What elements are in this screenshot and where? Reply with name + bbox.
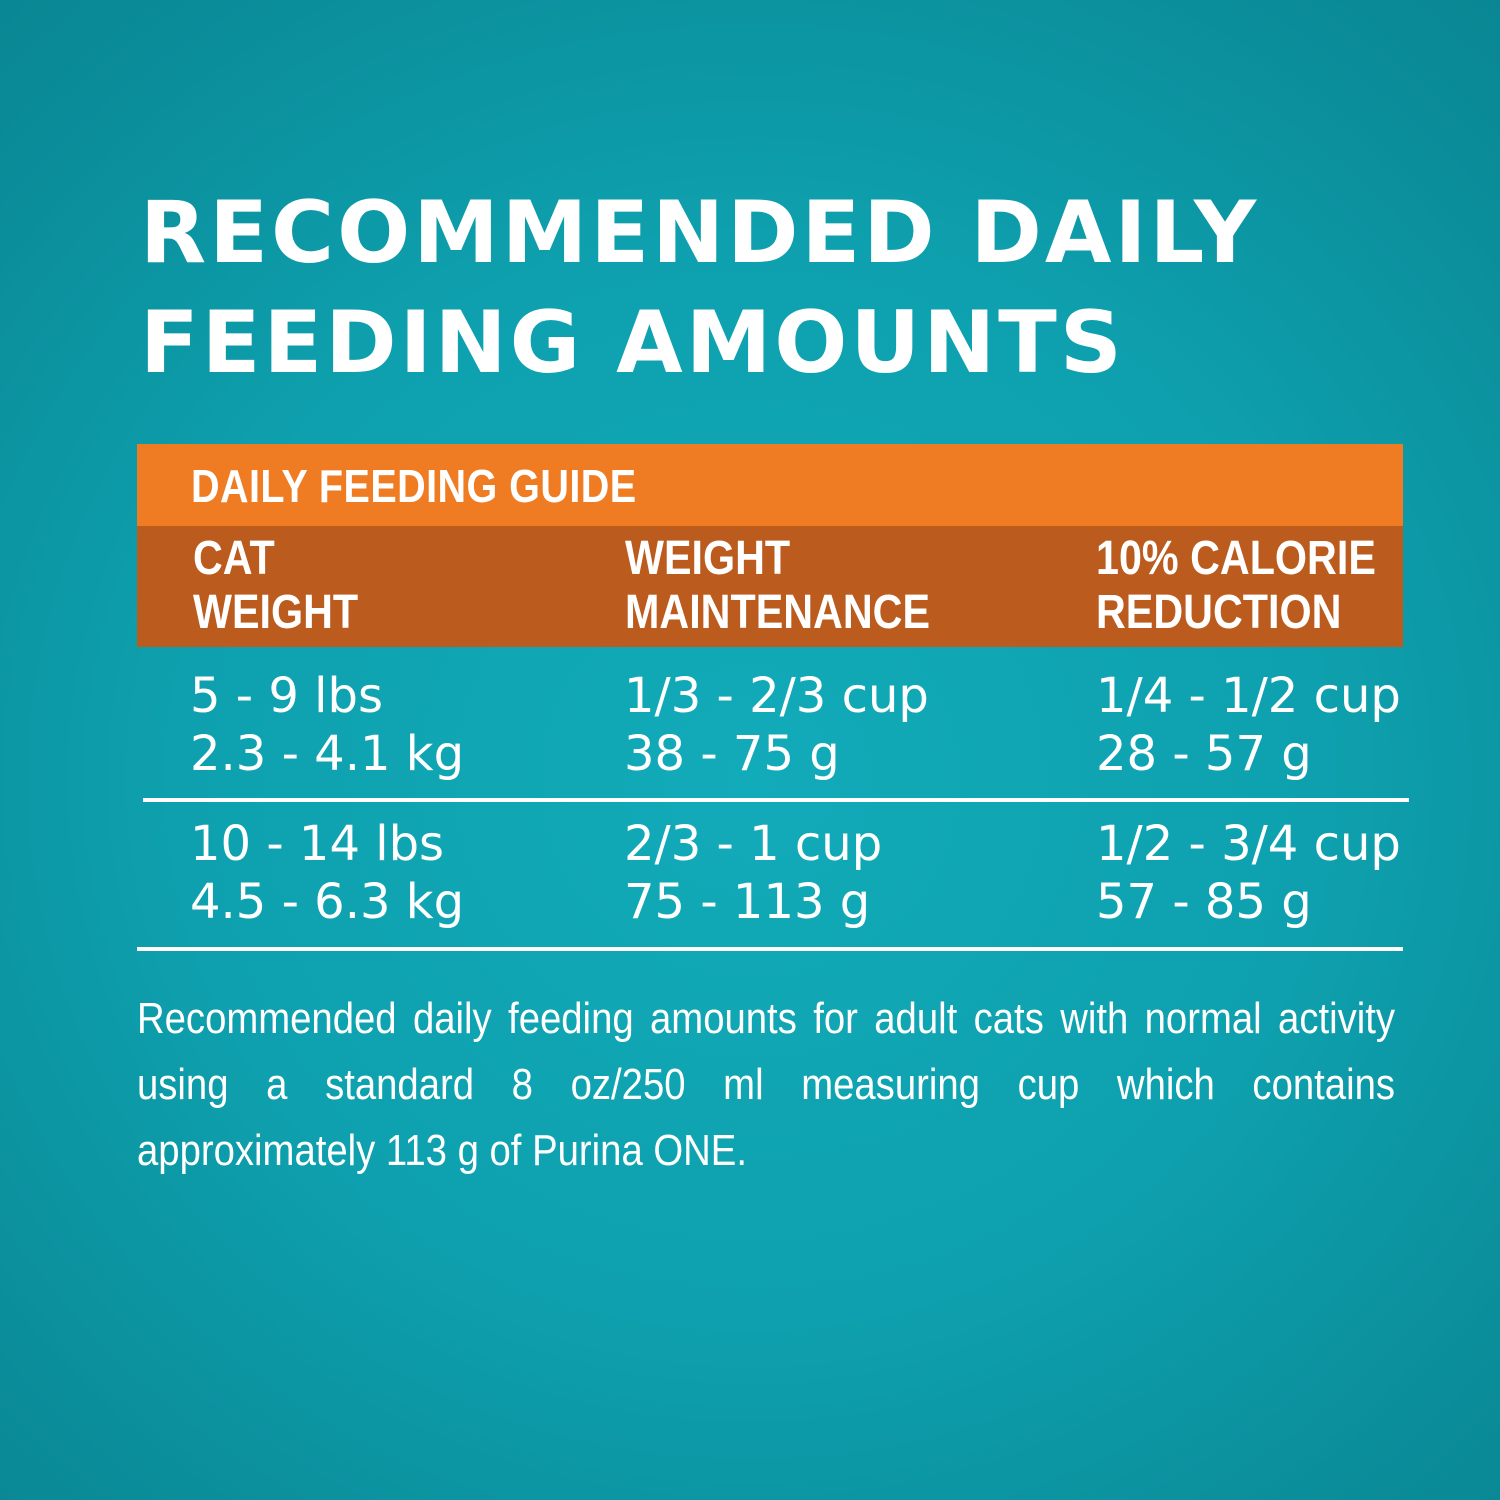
table-row: 10 - 14 lbs 4.5 - 6.3 kg 2/3 - 1 cup 75 … [137, 815, 1403, 960]
reduction-cell: 1/4 - 1/2 cup 28 - 57 g [1096, 667, 1401, 783]
cat-weight-cell: 5 - 9 lbs 2.3 - 4.1 kg [190, 667, 464, 783]
cat-weight-cell: 10 - 14 lbs 4.5 - 6.3 kg [190, 815, 464, 931]
table-header-row: CAT WEIGHT WEIGHT MAINTENANCE 10% CALORI… [137, 526, 1403, 647]
header-cat-weight-line-1: CAT [193, 532, 275, 585]
header-cat-weight-line-2: WEIGHT [193, 586, 359, 639]
maintenance-cell: 2/3 - 1 cup 75 - 113 g [624, 815, 882, 931]
maintenance-grams: 38 - 75 g [624, 726, 840, 782]
title-line-2: FEEDING AMOUNTS [140, 293, 1125, 393]
feeding-footnote: Recommended daily feeding amounts for ad… [137, 994, 1396, 1175]
header-weight-maintenance-line-1: WEIGHT [625, 532, 791, 585]
cat-weight-lbs: 5 - 9 lbs [190, 668, 383, 724]
reduction-cell: 1/2 - 3/4 cup 57 - 85 g [1096, 815, 1401, 931]
reduction-cup: 1/2 - 3/4 cup [1096, 816, 1401, 872]
maintenance-cup: 2/3 - 1 cup [624, 816, 883, 872]
header-calorie-reduction-line-2: REDUCTION [1096, 586, 1342, 639]
header-weight-maintenance: WEIGHT MAINTENANCE [625, 532, 930, 640]
header-calorie-reduction: 10% CALORIE REDUCTION [1096, 532, 1376, 640]
cat-weight-lbs: 10 - 14 lbs [190, 816, 445, 872]
table-row: 5 - 9 lbs 2.3 - 4.1 kg 1/3 - 2/3 cup 38 … [137, 667, 1403, 812]
maintenance-cell: 1/3 - 2/3 cup 38 - 75 g [624, 667, 929, 783]
daily-feeding-guide-bar: DAILY FEEDING GUIDE [137, 444, 1403, 526]
header-calorie-reduction-line-1: 10% CALORIE [1096, 532, 1376, 585]
table-bottom-rule [137, 947, 1403, 951]
maintenance-cup: 1/3 - 2/3 cup [624, 668, 929, 724]
cat-weight-kg: 2.3 - 4.1 kg [190, 726, 465, 782]
row-divider [143, 798, 1409, 802]
daily-feeding-guide-label: DAILY FEEDING GUIDE [191, 460, 637, 512]
header-cat-weight: CAT WEIGHT [193, 532, 358, 640]
maintenance-grams: 75 - 113 g [624, 874, 871, 930]
title-line-1: RECOMMENDED DAILY [140, 183, 1260, 283]
page-title: RECOMMENDED DAILY FEEDING AMOUNTS [140, 178, 1400, 398]
cat-weight-kg: 4.5 - 6.3 kg [190, 874, 465, 930]
reduction-cup: 1/4 - 1/2 cup [1096, 668, 1401, 724]
header-weight-maintenance-line-2: MAINTENANCE [625, 586, 931, 639]
reduction-grams: 28 - 57 g [1096, 726, 1312, 782]
reduction-grams: 57 - 85 g [1096, 874, 1312, 930]
